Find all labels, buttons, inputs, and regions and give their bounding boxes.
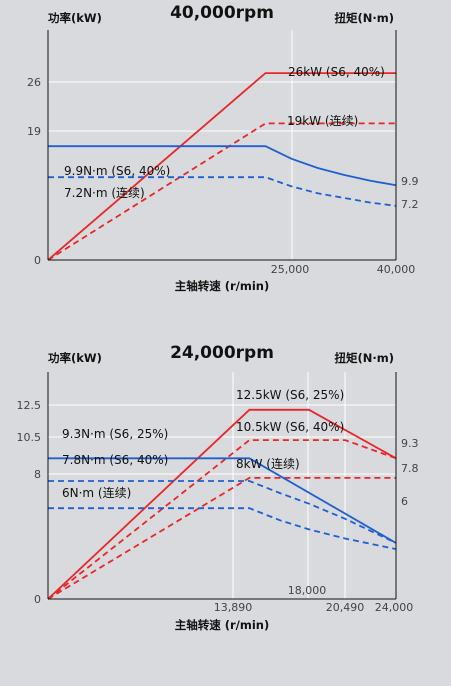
series-label: 9.9N·m (S6, 40%) xyxy=(64,164,170,178)
series-line-torque xyxy=(48,457,397,544)
right-axis-label: 扭矩(N·m) xyxy=(335,351,395,365)
x-axis-label: 主轴转速 (r/min) xyxy=(175,618,270,632)
series-line-torque xyxy=(48,145,397,187)
series-label: 19kW (连续) xyxy=(287,113,358,128)
chart-24000rpm: 24,000rpm 功率(kW) 扭矩(N·m) 0 8 10.5 12.5 9… xyxy=(17,343,419,632)
x-axis-label: 主轴转速 (r/min) xyxy=(175,279,270,293)
right-tick-label: 7.8 xyxy=(401,462,419,475)
series-label: 8kW (连续) xyxy=(236,456,300,471)
chart-40000rpm: 40,000rpm 功率(kW) 扭矩(N·m) 0 19 26 9.9 7.2… xyxy=(27,3,419,293)
series-line-power xyxy=(47,439,397,600)
series-layer xyxy=(47,72,397,261)
x-tick-label: 13,890 xyxy=(214,601,253,614)
left-tick-label: 8 xyxy=(34,468,41,481)
series-line-power xyxy=(47,477,396,600)
series-label: 7.2N·m (连续) xyxy=(64,185,145,200)
chart-title: 40,000rpm xyxy=(170,3,274,23)
right-axis-label: 扭矩(N·m) xyxy=(335,11,395,25)
series-label: 10.5kW (S6, 40%) xyxy=(236,420,344,434)
x-tick-label: 40,000 xyxy=(377,263,416,276)
series-label: 6N·m (连续) xyxy=(62,485,131,500)
left-tick-label: 19 xyxy=(27,125,41,138)
x-tick-label: 18,000 xyxy=(288,584,327,597)
x-tick-label: 20,490 xyxy=(326,601,365,614)
left-axis-label: 功率(kW) xyxy=(48,11,102,25)
right-tick-label: 9.9 xyxy=(401,175,419,188)
series-label: 9.3N·m (S6, 25%) xyxy=(62,427,168,441)
left-tick-label: 0 xyxy=(34,254,41,267)
x-tick-label: 25,000 xyxy=(271,263,310,276)
series-line-torque xyxy=(48,480,397,544)
series-label: 26kW (S6, 40%) xyxy=(288,65,385,79)
x-tick-label: 24,000 xyxy=(375,601,414,614)
series-line-torque xyxy=(48,176,397,207)
right-tick-label: 9.3 xyxy=(401,437,419,450)
series-line-power xyxy=(47,408,397,600)
right-tick-label: 6 xyxy=(401,495,408,508)
left-tick-label: 12.5 xyxy=(17,399,42,412)
series-line-power xyxy=(47,122,396,261)
series-line-torque xyxy=(48,507,397,550)
chart-title: 24,000rpm xyxy=(170,343,274,363)
series-layer xyxy=(47,408,397,600)
left-tick-label: 26 xyxy=(27,76,41,89)
left-axis-label: 功率(kW) xyxy=(48,351,102,365)
series-line-power xyxy=(47,72,396,261)
right-tick-label: 7.2 xyxy=(401,198,419,211)
series-label: 7.8N·m (S6, 40%) xyxy=(62,453,168,467)
series-label: 12.5kW (S6, 25%) xyxy=(236,388,344,402)
left-tick-label: 10.5 xyxy=(17,431,42,444)
left-tick-label: 0 xyxy=(34,593,41,606)
